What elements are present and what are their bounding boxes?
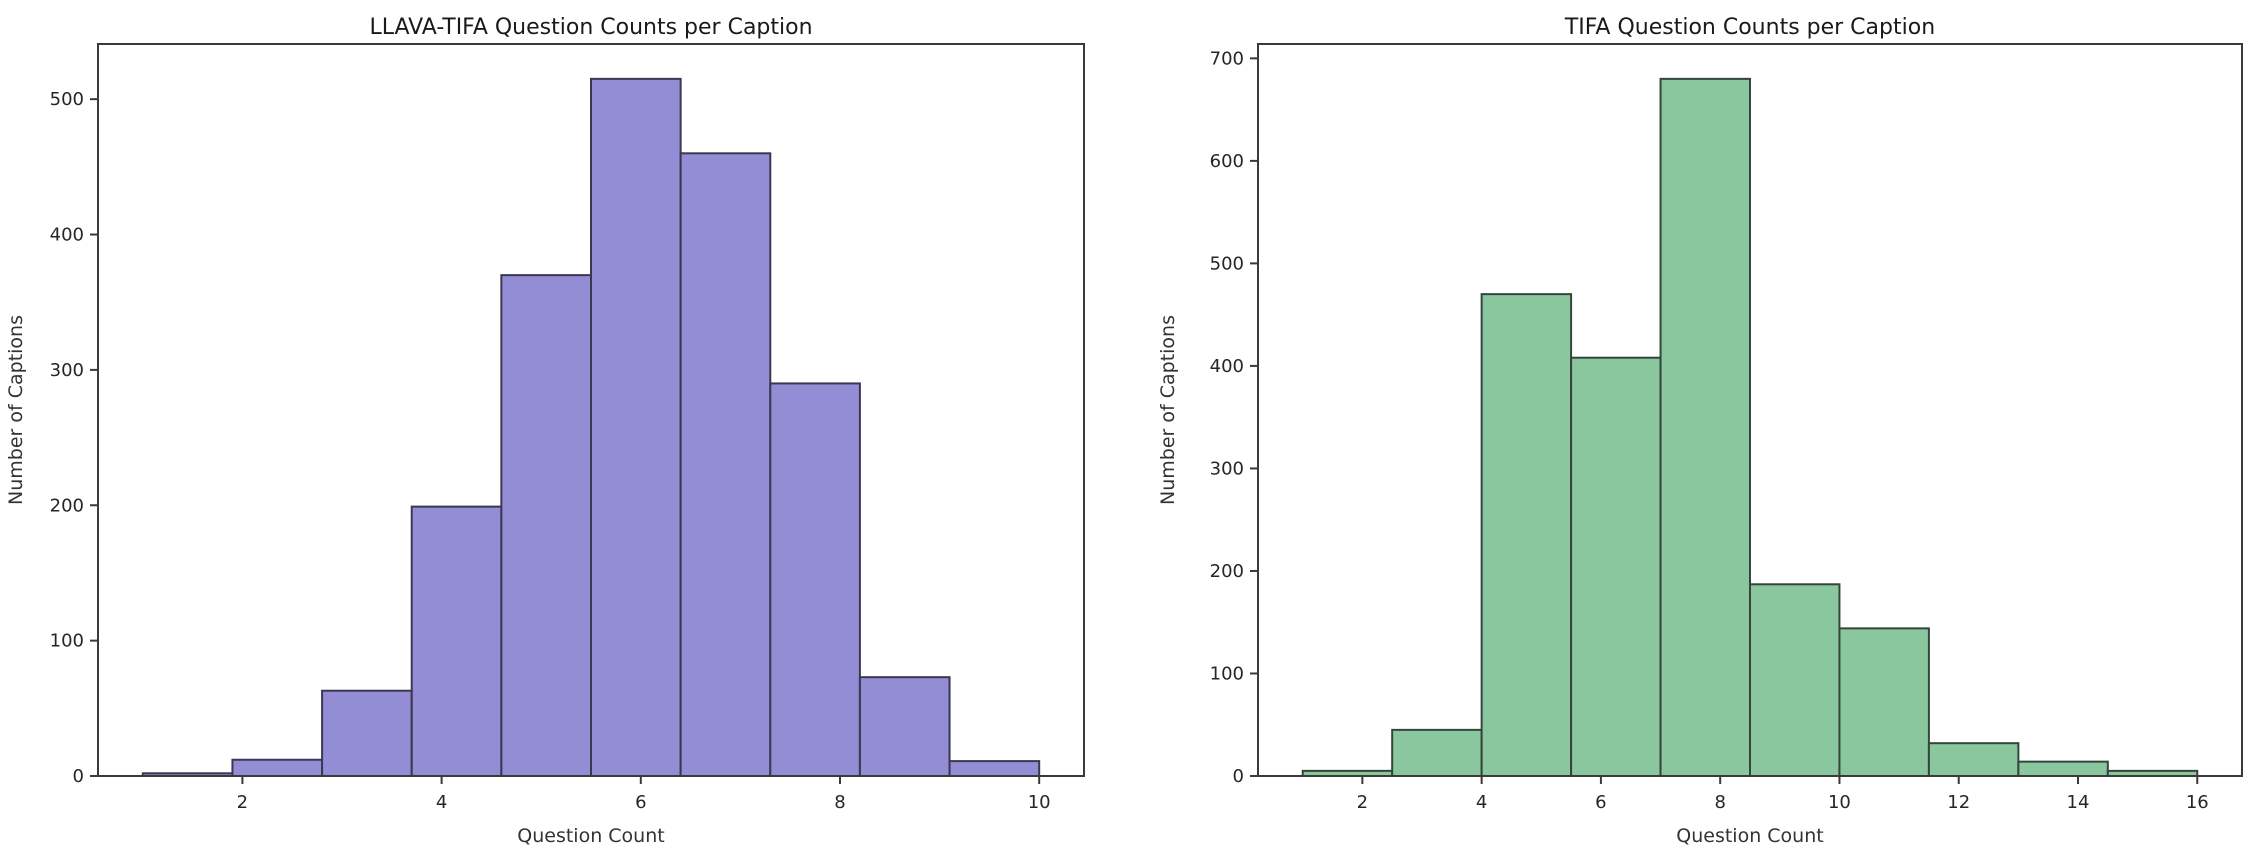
y-tick-label: 200: [50, 495, 84, 516]
x-tick-label: 4: [1476, 792, 1487, 813]
chart-title: TIFA Question Counts per Caption: [1564, 15, 1935, 40]
chart-title: LLAVA-TIFA Question Counts per Caption: [369, 15, 812, 40]
axes-spines: [97, 43, 1085, 777]
histogram-bar: [410, 505, 503, 777]
histogram-bar: [948, 760, 1041, 777]
x-tick-label: 2: [237, 792, 248, 813]
y-tick-label: 100: [1210, 663, 1244, 684]
axes-spines: [1257, 43, 2243, 777]
histogram-bar: [1838, 627, 1930, 777]
y-tick-label: 300: [1210, 458, 1244, 479]
y-tick-label: 400: [1210, 356, 1244, 377]
x-tick-label: 14: [2067, 792, 2090, 813]
histogram-bar: [1927, 742, 2020, 778]
x-tick-label: 10: [1828, 792, 1851, 813]
x-tick-label: 10: [1028, 792, 1051, 813]
y-tick-label: 200: [1210, 561, 1244, 582]
y-tick-label: 600: [1210, 151, 1244, 172]
x-tick-label: 8: [834, 792, 845, 813]
histogram-bar: [1570, 356, 1662, 777]
histogram-bar: [500, 274, 592, 777]
histogram-llava-tifa-panel: LLAVA-TIFA Question Counts per Caption Q…: [5, 15, 1085, 847]
histogram-tifa-canvas: TIFA Question Counts per Caption Questio…: [1157, 15, 2243, 847]
histogram-bar: [1391, 728, 1483, 777]
y-tick-label: 300: [50, 360, 84, 381]
histogram-tifa-panel: TIFA Question Counts per Caption Questio…: [1124, 0, 2248, 856]
x-tick-label: 2: [1357, 792, 1368, 813]
histogram-bar: [1659, 77, 1751, 778]
x-axis-label: Question Count: [1676, 825, 1823, 847]
histogram-bar: [321, 689, 413, 777]
y-tick-label: 100: [50, 631, 84, 652]
histogram-bar: [769, 382, 861, 777]
histogram-bar: [858, 676, 951, 777]
histogram-bar: [1749, 583, 1841, 777]
x-axis-label: Question Count: [517, 825, 664, 847]
histogram-bar: [1480, 293, 1573, 777]
y-axis-label: Number of Captions: [5, 315, 27, 505]
y-tick-label: 400: [50, 225, 84, 246]
x-tick-label: 6: [1595, 792, 1606, 813]
x-tick-label: 4: [436, 792, 447, 813]
histogram-bar: [590, 77, 682, 778]
x-tick-label: 6: [635, 792, 646, 813]
y-tick-label: 0: [73, 766, 84, 787]
histogram-bar: [679, 152, 772, 777]
x-tick-label: 16: [2186, 792, 2209, 813]
y-axis-label: Number of Captions: [1157, 315, 1179, 505]
y-tick-label: 700: [1210, 48, 1244, 69]
y-tick-label: 0: [1233, 766, 1244, 787]
x-tick-label: 12: [1947, 792, 1970, 813]
histogram-bar: [2017, 760, 2109, 778]
y-tick-label: 500: [50, 89, 84, 110]
histogram-bar: [231, 758, 324, 778]
histogram-llava-tifa-canvas: LLAVA-TIFA Question Counts per Caption Q…: [5, 15, 1085, 847]
y-tick-label: 500: [1210, 253, 1244, 274]
x-tick-label: 8: [1714, 792, 1725, 813]
